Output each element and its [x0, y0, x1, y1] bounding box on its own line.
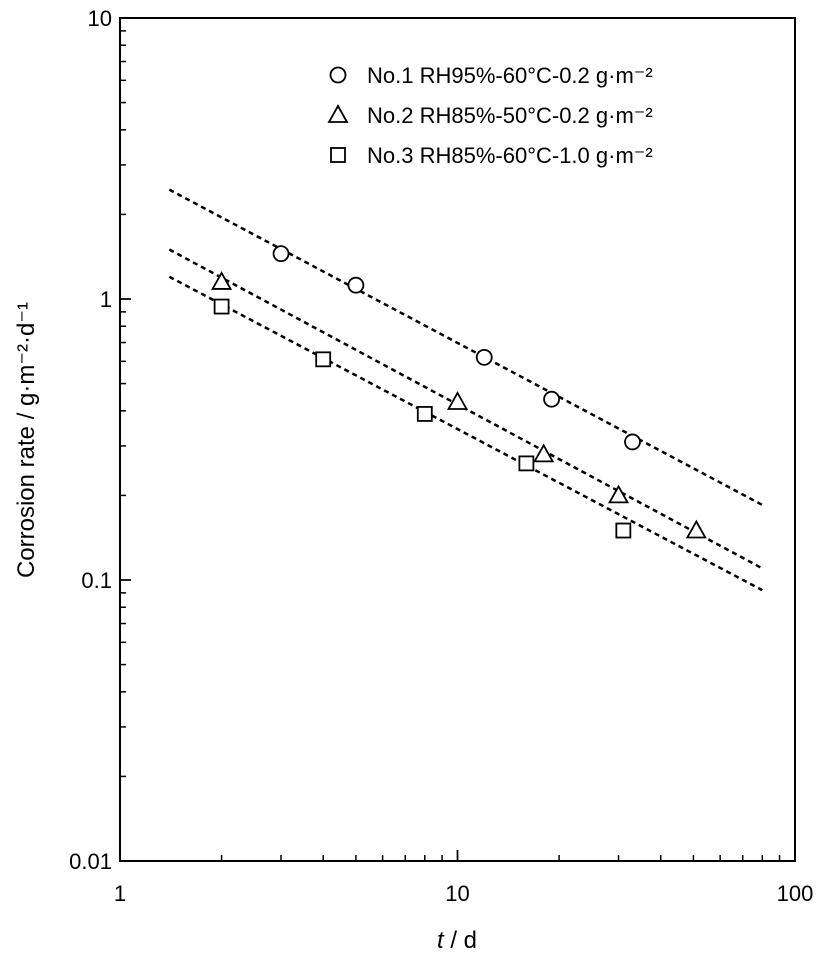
series-1-point: [475, 348, 493, 366]
series-3-point: [416, 406, 433, 422]
series-2-point: [685, 519, 707, 539]
series-1-point: [624, 433, 641, 451]
axis-ticks: 1 10 100 0.01 0.1 1 10: [69, 6, 813, 906]
y-axis-title: Corrosion rate / g·m⁻²·d⁻¹: [13, 302, 40, 578]
legend-marker-2: [327, 104, 349, 123]
series-2-point: [533, 443, 555, 463]
legend-label-3: No.3 RH85%-60°C-1.0 g·m⁻²: [367, 143, 653, 168]
x-tick-label: 100: [777, 881, 814, 906]
series-2-point: [211, 271, 233, 290]
x-axis-title-rest: / d: [444, 927, 477, 954]
legend-label-1: No.1 RH95%-60°C-0.2 g·m⁻²: [367, 63, 653, 88]
x-axis-title: t / d: [437, 927, 477, 954]
x-axis-title-var: t: [437, 927, 445, 954]
legend-marker-3: [330, 147, 346, 163]
series-3-point: [315, 351, 332, 368]
y-tick-label: 1: [100, 287, 112, 312]
series-1-point: [543, 390, 560, 408]
series-1-point: [347, 276, 365, 294]
fit-line-1: [168, 188, 763, 507]
y-tick-label: 0.1: [81, 568, 112, 593]
series-3-point: [518, 455, 535, 472]
legend-marker-1: [329, 66, 347, 84]
series-3-point: [213, 298, 230, 315]
legend-label-2: No.2 RH85%-50°C-0.2 g·m⁻²: [367, 103, 653, 128]
y-tick-label: 0.01: [69, 849, 112, 874]
x-tick-label: 1: [114, 881, 126, 906]
series-2-point: [607, 484, 630, 504]
legend: No.1 RH95%-60°C-0.2 g·m⁻² No.2 RH85%-50°C…: [327, 63, 653, 168]
data-markers: [211, 245, 707, 539]
series-2-point: [446, 391, 469, 410]
y-tick-label: 10: [88, 6, 112, 31]
x-tick-label: 10: [445, 881, 469, 906]
fit-lines: [168, 188, 763, 592]
series-3-point: [615, 522, 632, 539]
series-1-point: [272, 245, 290, 263]
fit-line-3: [168, 275, 763, 592]
